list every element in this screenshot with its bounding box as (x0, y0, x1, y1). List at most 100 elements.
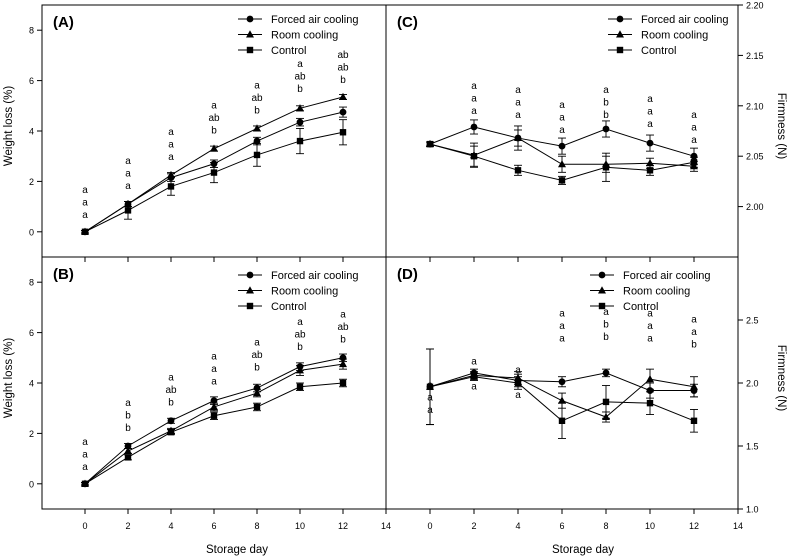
significance-letter-d-2-0: a (471, 356, 477, 367)
data-point-b-triangle-12 (339, 359, 347, 368)
significance-letter-b-12-1: ab (337, 322, 349, 333)
significance-letter-c-8-1: b (603, 97, 609, 108)
significance-letter-d-0-0: a (427, 380, 433, 391)
significance-letter-d-4-2: a (515, 390, 521, 401)
panel-a-label: (A) (53, 14, 74, 31)
significance-letter-a-6-1: ab (208, 113, 220, 124)
significance-letter-a-4-0: a (168, 127, 174, 138)
data-point-a-triangle-10 (296, 104, 304, 112)
data-point-c-triangle-4 (514, 133, 522, 142)
data-point-a-square-0 (81, 228, 89, 235)
significance-letter-c-4-1: a (515, 97, 521, 108)
significance-letter-c-12-0: a (691, 110, 697, 121)
y-tick-label-c-2: 2.10 (746, 101, 764, 111)
y-tick-label-a-0: 0 (29, 227, 34, 237)
data-point-d-circle-8 (602, 369, 610, 377)
series-c-square (426, 140, 698, 185)
data-point-d-square-8 (602, 398, 610, 406)
significance-letter-b-8-2: b (254, 362, 260, 373)
legend-marker-c-square (616, 46, 624, 54)
data-point-c-square-2 (470, 153, 478, 160)
significance-letter-c-6-0: a (559, 100, 565, 111)
series-b-square (81, 378, 347, 487)
legend-marker-a-circle (246, 15, 254, 23)
data-point-b-triangle-6 (210, 402, 218, 410)
legend-label-a-circle: Forced air cooling (271, 14, 358, 26)
significance-letter-b-0-2: a (82, 462, 88, 473)
legend-marker-d-square (598, 302, 606, 310)
significance-letter-b-0-1: a (82, 449, 88, 460)
y-tick-label-d-0: 1.0 (746, 505, 759, 515)
significance-letter-a-4-1: a (168, 139, 174, 150)
significance-letter-b-4-1: ab (165, 385, 177, 396)
x-tick-label-d-4: 4 (515, 521, 520, 531)
significance-letter-c-2-1: a (471, 93, 477, 104)
significance-letter-c-6-2: a (559, 125, 565, 136)
y-axis-label-c: Firmness (N) (775, 93, 787, 160)
significance-letter-b-6-0: a (211, 351, 217, 362)
data-point-b-circle-4 (167, 417, 175, 425)
data-point-a-triangle-8 (253, 124, 261, 132)
panel-c-label: (C) (397, 14, 418, 31)
y-tick-label-c-3: 2.15 (746, 51, 764, 61)
significance-letter-a-12-0: ab (337, 50, 349, 61)
x-tick-label-b-0: 0 (82, 521, 87, 531)
x-tick-label-b-6: 6 (211, 521, 216, 531)
significance-letter-b-10-1: ab (294, 330, 306, 341)
data-point-a-square-12 (339, 129, 347, 136)
x-axis-label-d: Storage day (552, 544, 614, 556)
x-tick-label-b-12: 12 (338, 521, 348, 531)
data-point-d-circle-6 (558, 378, 566, 386)
significance-letter-a-10-0: a (297, 59, 303, 70)
y-tick-label-d-2: 2.0 (746, 379, 759, 389)
significance-letter-a-6-0: a (211, 101, 217, 112)
data-point-c-triangle-10 (646, 159, 654, 167)
significance-letter-d-12-0: a (691, 315, 697, 326)
significance-letter-c-10-1: a (647, 106, 653, 117)
data-point-a-triangle-12 (339, 92, 347, 100)
significance-letter-d-4-0: a (515, 365, 521, 376)
legend-marker-c-circle (616, 15, 624, 23)
data-point-b-square-10 (296, 383, 304, 390)
data-point-d-triangle-12 (690, 382, 698, 390)
y-tick-label-b-3: 6 (29, 328, 34, 338)
y-tick-label-d-1: 1.5 (746, 442, 759, 452)
y-tick-label-c-4: 2.20 (746, 1, 764, 11)
legend-label-b-square: Control (271, 301, 306, 313)
significance-letter-b-12-2: b (340, 335, 346, 346)
significance-letter-c-10-2: a (647, 119, 653, 130)
significance-letter-a-12-1: ab (337, 63, 349, 74)
significance-letter-a-12-2: b (340, 75, 346, 86)
data-point-c-square-0 (426, 140, 434, 148)
y-tick-label-a-3: 6 (29, 76, 34, 86)
significance-letter-c-12-2: a (691, 135, 697, 146)
significance-letter-d-2-1: a (471, 369, 477, 380)
x-tick-label-d-8: 8 (603, 521, 608, 531)
legend-marker-a-triangle (246, 30, 254, 38)
data-point-a-square-10 (296, 137, 304, 145)
data-point-d-triangle-10 (646, 375, 654, 383)
x-tick-label-d-2: 2 (471, 521, 476, 531)
x-tick-label-b-4: 4 (168, 521, 173, 531)
data-point-a-square-8 (253, 151, 261, 159)
significance-letter-d-10-2: a (647, 333, 653, 344)
significance-letter-d-10-0: a (647, 308, 653, 319)
data-point-b-circle-2 (124, 442, 132, 450)
significance-letter-d-8-1: b (603, 320, 609, 331)
legend-marker-c-triangle (616, 30, 624, 38)
significance-letter-d-6-0: a (559, 308, 565, 319)
y-tick-label-d-3: 2.5 (746, 316, 759, 326)
significance-letter-a-4-2: a (168, 152, 174, 163)
y-tick-label-b-1: 2 (29, 429, 34, 439)
significance-letter-b-0-0: a (82, 437, 88, 448)
data-point-d-square-4 (514, 379, 522, 387)
significance-letter-b-10-0: a (297, 317, 303, 328)
legend-marker-d-circle (598, 271, 606, 279)
x-tick-label-b-10: 10 (295, 521, 305, 531)
data-point-b-triangle-2 (124, 446, 132, 455)
data-point-d-square-10 (646, 399, 654, 407)
data-point-c-triangle-6 (558, 160, 566, 168)
data-point-a-triangle-6 (210, 144, 218, 152)
